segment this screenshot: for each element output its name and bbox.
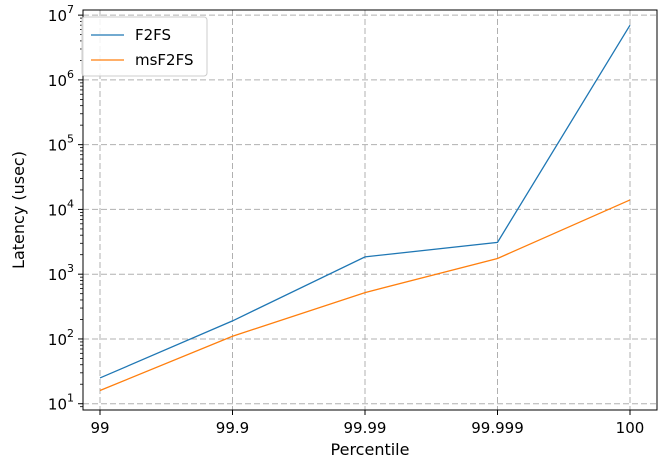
- y-tick-label: 102: [48, 327, 74, 349]
- x-axis: 99 99.9 99.99 99.999 100: [90, 410, 644, 437]
- y-axis-label: Latency (usec): [9, 151, 28, 269]
- y-tick-label: 105: [48, 133, 74, 155]
- x-tick-label: 99.99: [344, 419, 387, 437]
- plot-frame: [82, 9, 658, 411]
- y-tick-label: 107: [48, 3, 74, 25]
- y-tick-label: 106: [48, 68, 74, 90]
- x-axis-label: Percentile: [331, 440, 410, 459]
- x-tick-label: 100: [616, 419, 645, 437]
- series-line-msf2fs: [99, 199, 631, 392]
- legend: F2FS msF2FS: [81, 16, 208, 77]
- legend-label: msF2FS: [135, 51, 193, 69]
- x-tick-label: 99: [90, 419, 109, 437]
- y-tick-label: 104: [48, 197, 74, 219]
- x-tick-label: 99.9: [216, 419, 249, 437]
- x-tick-label: 99.999: [471, 419, 524, 437]
- y-tick-label: 103: [48, 262, 74, 284]
- y-tick-label: 101: [48, 392, 74, 414]
- y-axis: 101 102 103 104 105 106 107: [48, 3, 83, 414]
- grid: [83, 10, 657, 410]
- series-line-f2fs: [99, 24, 631, 379]
- legend-label: F2FS: [135, 26, 171, 44]
- legend-box: [81, 16, 208, 77]
- series-layer: [99, 24, 631, 392]
